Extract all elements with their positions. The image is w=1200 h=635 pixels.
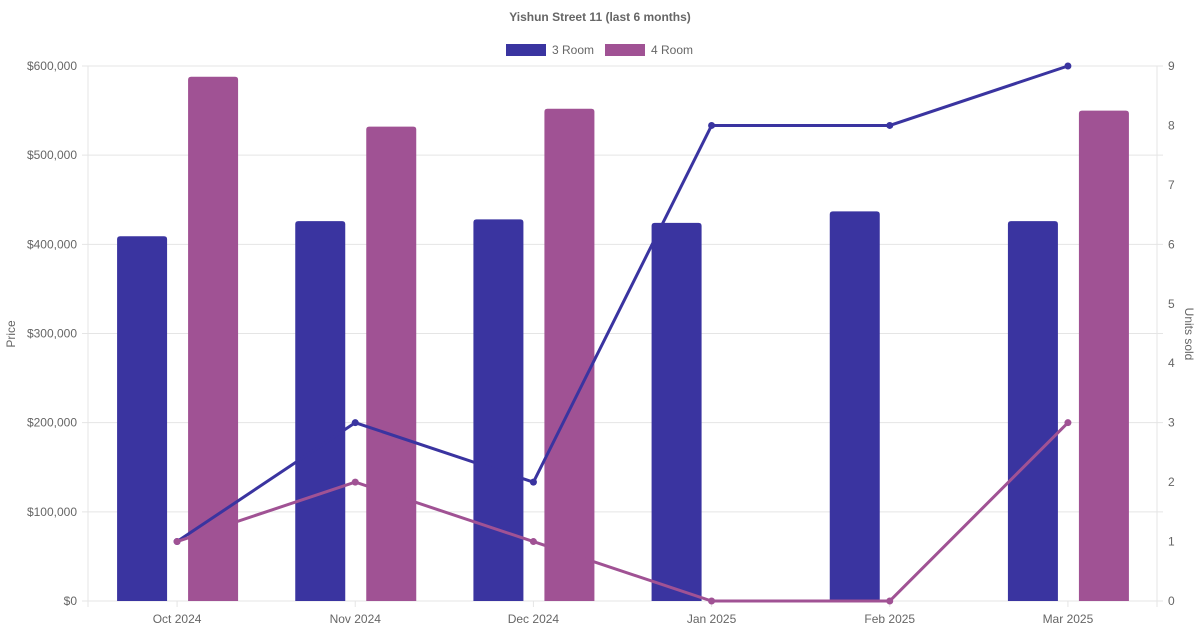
y-tick-label: $100,000 bbox=[27, 505, 77, 519]
bar-3-room bbox=[117, 236, 168, 601]
chart-title: Yishun Street 11 (last 6 months) bbox=[509, 10, 691, 24]
y-tick-label: $200,000 bbox=[27, 416, 77, 430]
y2-axis-label: Units sold bbox=[1182, 308, 1196, 361]
bar-4-room bbox=[366, 126, 417, 601]
bar-4-room bbox=[1078, 110, 1129, 601]
x-tick-label: Feb 2025 bbox=[864, 612, 915, 626]
y2-tick-label: 2 bbox=[1168, 475, 1175, 489]
x-tick-label: Nov 2024 bbox=[330, 612, 382, 626]
point-3-room bbox=[886, 121, 894, 129]
bar-3-room bbox=[295, 221, 346, 601]
line-4-room bbox=[176, 421, 1069, 603]
legend-label-4-room[interactable]: 4 Room bbox=[651, 43, 693, 57]
y-tick-label: $0 bbox=[64, 594, 78, 608]
y2-tick-label: 8 bbox=[1168, 118, 1175, 132]
y-tick-label: $500,000 bbox=[27, 148, 77, 162]
legend-label-3-room[interactable]: 3 Room bbox=[552, 43, 594, 57]
x-tick-label: Mar 2025 bbox=[1043, 612, 1094, 626]
bar-3-room bbox=[1007, 221, 1058, 601]
legend: 3 Room 4 Room bbox=[506, 43, 693, 57]
point-3-room bbox=[351, 419, 359, 427]
point-4-room bbox=[351, 478, 359, 486]
point-4-room bbox=[708, 597, 716, 605]
y-tick-label: $300,000 bbox=[27, 327, 77, 341]
bar-4-room bbox=[544, 108, 595, 602]
y2-tick-label: 7 bbox=[1168, 178, 1175, 192]
x-tick-label: Oct 2024 bbox=[153, 612, 202, 626]
bar-3-room bbox=[651, 222, 702, 601]
legend-swatch-4-room[interactable] bbox=[605, 44, 645, 56]
point-3-room bbox=[1064, 62, 1072, 70]
legend-swatch-3-room[interactable] bbox=[506, 44, 546, 56]
y-tick-label: $400,000 bbox=[27, 237, 77, 251]
y2-tick-label: 1 bbox=[1168, 535, 1175, 549]
bar-3-room bbox=[829, 211, 880, 601]
y2-tick-label: 9 bbox=[1168, 59, 1175, 73]
y2-tick-label: 5 bbox=[1168, 297, 1175, 311]
y2-tick-label: 4 bbox=[1168, 356, 1175, 370]
point-4-room bbox=[1064, 419, 1072, 427]
bar-4-room bbox=[188, 76, 239, 601]
y2-tick-label: 0 bbox=[1168, 594, 1175, 608]
point-3-room bbox=[708, 121, 716, 129]
point-3-room bbox=[529, 478, 537, 486]
point-4-room bbox=[173, 538, 181, 546]
line-3-room bbox=[176, 64, 1069, 543]
y2-tick-label: 6 bbox=[1168, 237, 1175, 251]
bar-3-room bbox=[473, 219, 524, 601]
point-4-room bbox=[886, 597, 894, 605]
x-tick-label: Jan 2025 bbox=[687, 612, 737, 626]
y-axis-label: Price bbox=[4, 320, 18, 348]
y-tick-label: $600,000 bbox=[27, 59, 77, 73]
point-4-room bbox=[529, 538, 537, 546]
y2-tick-label: 3 bbox=[1168, 416, 1175, 430]
x-tick-label: Dec 2024 bbox=[508, 612, 560, 626]
